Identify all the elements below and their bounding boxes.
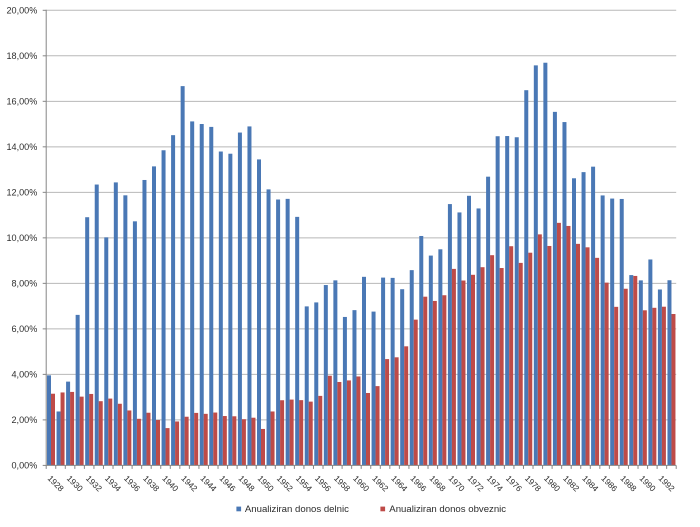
svg-text:16,00%: 16,00% <box>6 96 37 106</box>
svg-text:10,00%: 10,00% <box>6 233 37 243</box>
svg-text:12,00%: 12,00% <box>6 187 37 197</box>
svg-text:6,00%: 6,00% <box>12 324 38 334</box>
svg-text:20,00%: 20,00% <box>6 5 37 15</box>
svg-text:4,00%: 4,00% <box>12 369 38 379</box>
svg-text:14,00%: 14,00% <box>6 142 37 152</box>
svg-text:0,00%: 0,00% <box>12 461 38 471</box>
svg-text:2,00%: 2,00% <box>12 415 38 425</box>
svg-text:18,00%: 18,00% <box>6 51 37 61</box>
svg-text:Anualiziran donos delnic: Anualiziran donos delnic <box>245 504 349 515</box>
svg-text:8,00%: 8,00% <box>12 278 38 288</box>
svg-text:Anualiziran donos obveznic: Anualiziran donos obveznic <box>389 504 506 515</box>
